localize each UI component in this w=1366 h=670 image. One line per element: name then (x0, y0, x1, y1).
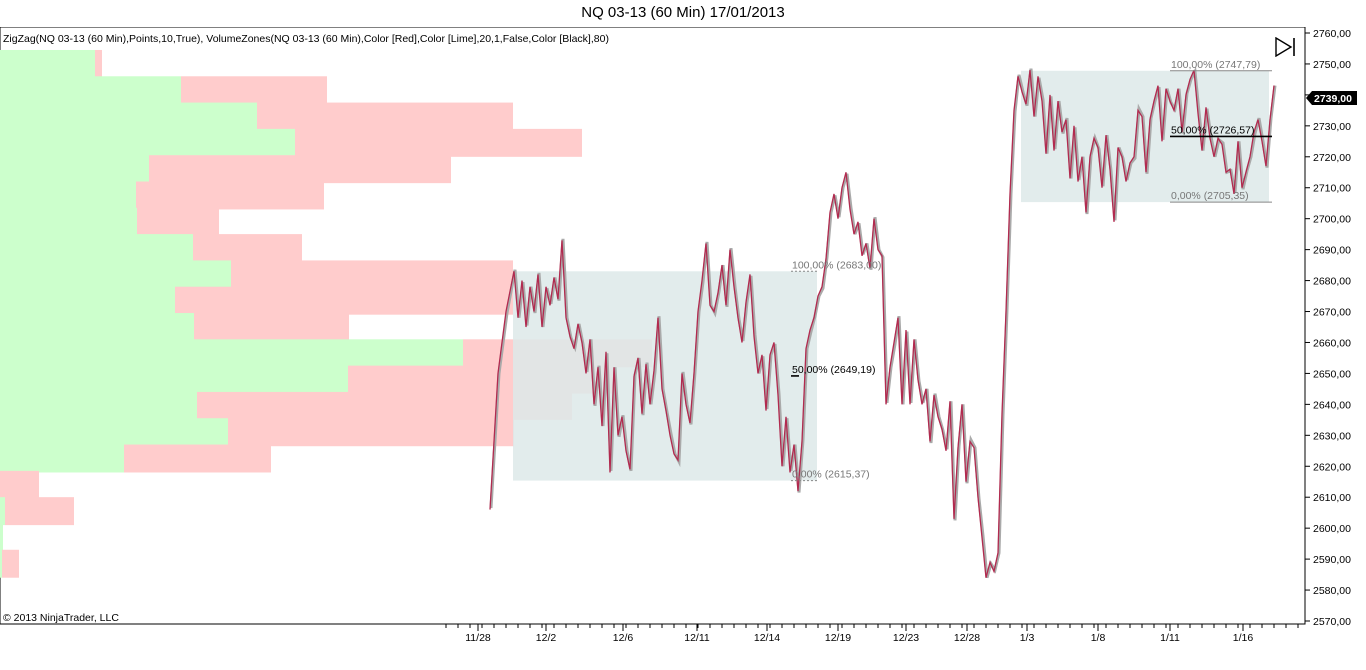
volume-zone-down (295, 128, 582, 157)
y-tick-label: 2640,00 (1313, 399, 1351, 411)
volume-zone-up (0, 418, 228, 447)
fibonacci-labels: 100,00% (2683,00) 50,00% (2649,19) 0,00% (… (791, 59, 1272, 482)
volume-zone-up (0, 128, 295, 157)
indicator-label: ZigZag(NQ 03-13 (60 Min),Points,10,True)… (3, 33, 609, 45)
fib-level-label: 50,00% (2649,19) (792, 364, 875, 376)
y-tick-label: 2580,00 (1313, 585, 1351, 597)
volume-zone-up (0, 260, 231, 289)
y-tick-label: 2730,00 (1313, 121, 1351, 133)
volume-zone-down (0, 470, 39, 499)
y-tick-label: 2720,00 (1313, 152, 1351, 164)
y-tick-label: 2650,00 (1313, 368, 1351, 380)
volume-zone-up (0, 339, 463, 368)
x-tick-label: 12/2 (536, 632, 557, 644)
chart-title: NQ 03-13 (60 Min) 17/01/2013 (581, 4, 785, 21)
volume-zone-down (175, 286, 513, 315)
fib-level-label: 0,00% (2615,37) (792, 469, 870, 481)
fib-level-label: 50,00% (2726,57) (1171, 124, 1254, 136)
volume-zone-down (124, 444, 271, 473)
fib-level-label: 100,00% (2747,79) (1171, 59, 1260, 71)
volume-zone-up (0, 286, 175, 315)
copyright-text: © 2013 NinjaTrader, LLC (3, 612, 119, 624)
volume-zone-down (181, 76, 327, 105)
volume-zone-down (137, 207, 219, 236)
x-tick-label: 12/11 (684, 632, 710, 644)
y-tick-label: 2630,00 (1313, 430, 1351, 442)
volume-zone-up (0, 102, 257, 131)
volume-zone-down (257, 102, 513, 131)
y-tick-label: 2700,00 (1313, 214, 1351, 226)
volume-zone-down (231, 260, 513, 289)
x-tick-label: 1/11 (1160, 632, 1180, 644)
x-tick-label: 1/3 (1020, 632, 1035, 644)
fib-level-label: 0,00% (2705,35) (1171, 190, 1249, 202)
volume-zone-down (149, 155, 451, 184)
x-tick-label: 1/8 (1091, 632, 1106, 644)
current-price-label: 2739,00 (1314, 93, 1352, 105)
volume-zone-up (0, 391, 197, 420)
y-tick-label: 2620,00 (1313, 461, 1351, 473)
y-tick-label: 2680,00 (1313, 276, 1351, 288)
volume-zone-up (0, 207, 137, 236)
volume-zone-down (228, 418, 514, 447)
x-tick-label: 12/14 (754, 632, 780, 644)
volume-zone-down (5, 497, 74, 526)
y-tick-label: 2690,00 (1313, 245, 1351, 257)
y-tick-label: 2600,00 (1313, 523, 1351, 535)
x-tick-label: 12/28 (954, 632, 980, 644)
volume-zone-down (197, 391, 572, 420)
fib-retracement-box (513, 271, 817, 481)
volume-zone-up (0, 76, 181, 105)
y-tick-label: 2590,00 (1313, 554, 1351, 566)
volume-zone-up (0, 234, 193, 263)
y-tick-label: 2750,00 (1313, 59, 1351, 71)
fibonacci-boxes (513, 70, 1269, 481)
y-axis[interactable]: 2760,002750,002740,002730,002720,002710,… (1305, 28, 1351, 628)
y-tick-label: 2670,00 (1313, 307, 1351, 319)
play-to-end-icon[interactable] (1274, 36, 1298, 58)
y-tick-label: 2610,00 (1313, 492, 1351, 504)
volume-zone-down (95, 49, 102, 78)
x-tick-label: 12/6 (613, 632, 634, 644)
volume-zone-up (0, 313, 194, 341)
volume-zone-down (194, 313, 349, 341)
zigzag-line (489, 69, 1275, 578)
volume-zone-up (0, 497, 5, 526)
y-tick-label: 2660,00 (1313, 337, 1351, 349)
y-tick-label: 2570,00 (1313, 616, 1351, 628)
volume-zone-up (0, 365, 348, 394)
current-price-box (1306, 90, 1357, 105)
y-tick-label: 2760,00 (1313, 28, 1351, 40)
volume-zone-down (2, 549, 19, 578)
volume-zone-down (193, 234, 302, 263)
x-tick-label: 1/16 (1233, 632, 1254, 644)
fib-level-label: 100,00% (2683,00) (792, 259, 881, 271)
x-tick-label: 12/19 (825, 632, 851, 644)
volume-zone-up (0, 549, 2, 578)
chart-panel[interactable]: 100,00% (2683,00) 50,00% (2649,19) 0,00% (… (0, 27, 1366, 670)
zigzag-series (489, 69, 1275, 578)
volume-zone-up (0, 523, 3, 552)
x-tick-label: 12/23 (893, 632, 919, 644)
x-axis[interactable]: 11/28 12/2 12/6 12/11 12/14 12/19 12/23 12/28 1/… (445, 624, 1299, 644)
current-price-marker: 2739,00 (1306, 90, 1357, 105)
volume-zone-down (136, 181, 324, 210)
volume-zone-up (0, 444, 124, 473)
volume-zone-up (0, 49, 95, 78)
volume-zones (0, 49, 652, 578)
y-tick-label: 2710,00 (1313, 183, 1351, 195)
volume-zone-up (0, 155, 149, 184)
x-tick-label: 11/28 (465, 632, 491, 644)
volume-zone-up (0, 181, 136, 210)
